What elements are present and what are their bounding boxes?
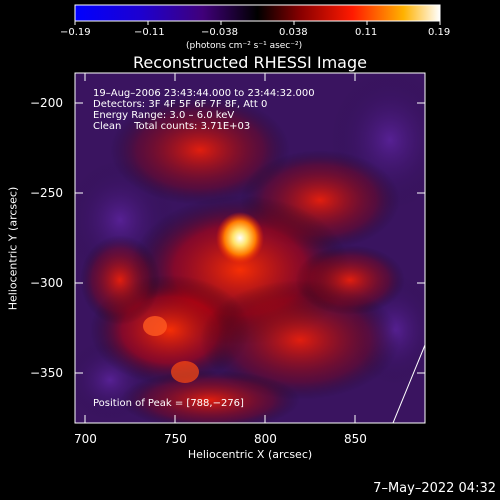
info-peak-position: Position of Peak = [788,−276] <box>93 398 244 409</box>
x-tick-label: 850 <box>344 432 367 446</box>
x-tick-label: 800 <box>254 432 277 446</box>
x-axis-ticks <box>84 73 356 423</box>
y-tick-label: −300 <box>30 276 63 290</box>
colorbar-tick-label: 0.19 <box>428 27 451 38</box>
colorbar-unit-label: (photons cm⁻² s⁻¹ asec⁻²) <box>186 41 303 51</box>
info-energy-range: Energy Range: 3.0 – 6.0 keV <box>93 110 235 121</box>
colorbar-svg <box>74 4 441 25</box>
colorbar-tick-label: −0.11 <box>134 27 165 38</box>
emission-peak <box>216 212 264 264</box>
y-tick-label: −250 <box>30 186 63 200</box>
info-clean-counts: Clean Total counts: 3.71E+03 <box>93 121 251 132</box>
y-tick-label: −350 <box>30 366 63 380</box>
colorbar-tick-label: −0.19 <box>60 27 91 38</box>
image-area <box>75 73 425 423</box>
colorbar-tick-label: −0.038 <box>201 27 239 38</box>
x-tick-label: 700 <box>74 432 97 446</box>
generated-date: 7–May–2022 04:32 <box>373 481 496 496</box>
x-tick-label: 750 <box>164 432 187 446</box>
solar-limb-line <box>392 344 426 424</box>
colorbar-ticks <box>74 21 441 25</box>
colorbar-tick-label: 0.038 <box>279 27 308 38</box>
info-detectors: Detectors: 3F 4F 5F 6F 7F 8F, Att 0 <box>93 99 268 110</box>
colorbar-tick-label: 0.11 <box>355 27 378 38</box>
y-axis-label: Heliocentric Y (arcsec) <box>6 186 20 311</box>
plot-title: Reconstructed RHESSI Image <box>133 53 367 72</box>
info-time-range: 19–Aug–2006 23:43:44.000 to 23:44:32.000 <box>93 88 315 99</box>
y-axis-ticks <box>75 102 425 374</box>
x-axis-label: Heliocentric X (arcsec) <box>187 448 313 461</box>
colorbar-scale <box>74 4 441 22</box>
plot-frame <box>74 72 426 424</box>
y-tick-label: −200 <box>30 96 63 110</box>
